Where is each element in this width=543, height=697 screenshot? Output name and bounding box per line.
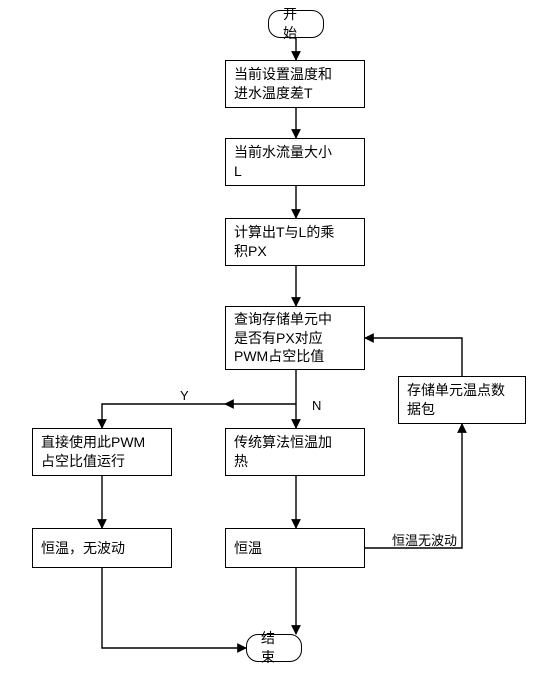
- edge-n9-n4: [365, 338, 462, 376]
- process-const-temp: 恒温: [225, 528, 365, 568]
- process-traditional-heat: 传统算法恒温加 热: [225, 428, 365, 476]
- process-product-px-label: 计算出T与L的乘 积PX: [234, 223, 334, 261]
- process-const-no-fluct-label: 恒温，无波动: [41, 539, 125, 558]
- process-lookup-pwm-label: 查询存储单元中 是否有PX对应 PWM占空比值: [234, 310, 332, 367]
- edge-label-const-no-fluct: 恒温无波动: [392, 530, 457, 549]
- process-product-px: 计算出T与L的乘 积PX: [225, 218, 365, 266]
- end-terminator: 结束: [246, 634, 302, 662]
- process-storage-packet: 存储单元温点数 据包: [398, 376, 526, 424]
- process-use-pwm-label: 直接使用此PWM 占空比值运行: [41, 433, 145, 471]
- start-label: 开始: [283, 5, 309, 43]
- process-use-pwm: 直接使用此PWM 占空比值运行: [32, 428, 172, 476]
- process-const-no-fluct: 恒温，无波动: [32, 528, 172, 568]
- edge-label-yes: Y: [180, 388, 189, 403]
- edge-label-no: N: [312, 398, 321, 413]
- edge-n7-end: [102, 568, 246, 648]
- end-label: 结束: [261, 629, 287, 667]
- start-terminator: 开始: [268, 10, 324, 38]
- process-flow: 当前水流量大小 L: [225, 138, 365, 186]
- process-flow-label: 当前水流量大小 L: [234, 143, 332, 181]
- process-temp-diff: 当前设置温度和 进水温度差T: [225, 60, 365, 108]
- edge-n4-n5: [102, 404, 225, 428]
- process-temp-diff-label: 当前设置温度和 进水温度差T: [234, 65, 332, 103]
- process-traditional-heat-label: 传统算法恒温加 热: [234, 433, 332, 471]
- process-const-temp-label: 恒温: [234, 539, 262, 558]
- process-storage-packet-label: 存储单元温点数 据包: [407, 381, 505, 419]
- process-lookup-pwm: 查询存储单元中 是否有PX对应 PWM占空比值: [225, 306, 365, 370]
